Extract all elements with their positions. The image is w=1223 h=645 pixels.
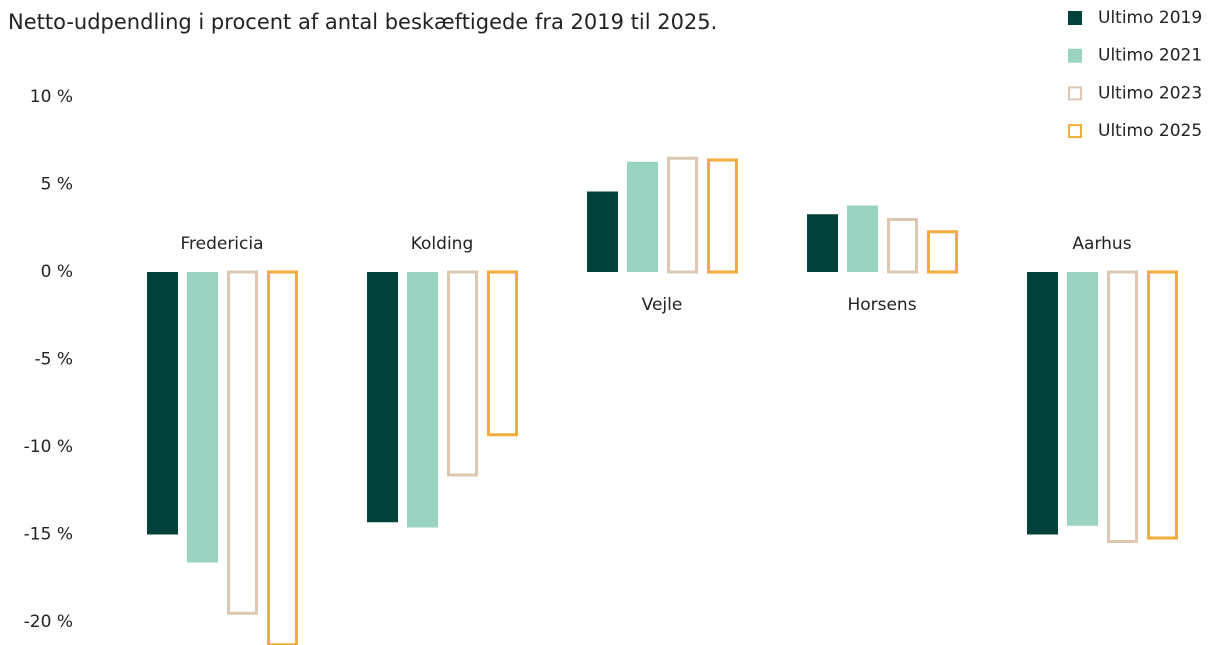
legend-label: Ultimo 2023 (1098, 83, 1202, 103)
bar (587, 191, 618, 272)
y-tick-label: 0 % (41, 262, 73, 282)
y-tick-label: -20 % (24, 612, 73, 632)
bar (267, 270, 298, 645)
legend-label: Ultimo 2019 (1098, 8, 1202, 28)
bar (447, 270, 478, 477)
bar (1147, 270, 1178, 540)
y-tick-label: -15 % (24, 525, 73, 545)
bar (1067, 272, 1098, 526)
legend-label: Ultimo 2025 (1098, 121, 1202, 141)
legend-swatch (1068, 124, 1082, 139)
bar (187, 272, 218, 563)
category-label: Kolding (411, 234, 474, 254)
legend-label: Ultimo 2021 (1098, 46, 1202, 66)
category-label: Fredericia (180, 234, 263, 254)
category-label: Horsens (847, 295, 916, 315)
bar (147, 272, 178, 535)
bar (707, 158, 738, 274)
bar (627, 161, 658, 272)
bar (887, 218, 918, 274)
bar (1107, 270, 1138, 543)
y-tick-label: -10 % (24, 437, 73, 457)
y-tick-label: 5 % (41, 175, 73, 195)
legend-swatch (1068, 86, 1082, 101)
bar (667, 156, 698, 274)
y-tick-label: -5 % (34, 350, 73, 370)
bar (847, 205, 878, 272)
bar (807, 214, 838, 272)
y-tick-label: 10 % (30, 87, 73, 107)
bar (1027, 272, 1058, 535)
bar (927, 230, 958, 274)
category-label: Aarhus (1072, 234, 1131, 254)
legend-swatch (1068, 48, 1082, 63)
bar (487, 270, 518, 437)
category-label: Vejle (642, 295, 683, 315)
bar (407, 272, 438, 528)
bar (367, 272, 398, 523)
chart-title: Netto-udpendling i procent af antal besk… (8, 10, 717, 34)
legend-swatch (1068, 11, 1082, 25)
bar (227, 270, 258, 615)
